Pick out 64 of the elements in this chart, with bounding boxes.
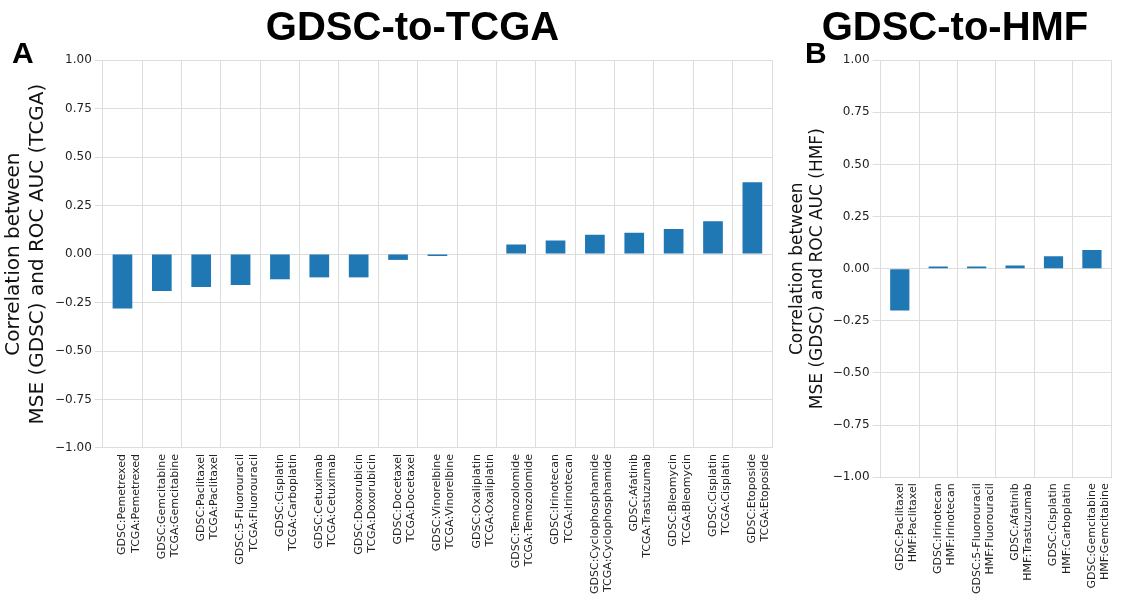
- bar: [545, 240, 566, 254]
- x-tick-label: GDSC:Afatinib HMF:Trastuzumab: [1007, 483, 1035, 581]
- bar: [890, 269, 910, 311]
- x-tick-label: GDSC:Cyclophosphamide TCGA:Cyclophosphamide: [587, 453, 614, 595]
- x-tick-label: GDSC:Docetaxel TCGA:Docetaxel: [390, 453, 418, 545]
- x-tick-label: GDSC:Temozolomide TCGA:Temozolomide: [509, 453, 536, 569]
- y-tick-label: −0.25: [54, 294, 92, 309]
- y-tick-label: 0.00: [842, 260, 870, 275]
- y-tick-label: 0.25: [842, 208, 870, 223]
- x-tick-label: GDSC:Cetuximab TCGA:Cetuximab: [312, 453, 339, 550]
- y-tick-label: −0.25: [832, 312, 870, 327]
- y-tick-label: −1.00: [54, 440, 92, 455]
- bar: [309, 254, 330, 278]
- x-tick-label: GDSC:Paclitaxel HMF:Paclitaxel: [892, 483, 919, 571]
- y-tick-label: 0.00: [65, 246, 92, 261]
- y-tick-label: 0.75: [842, 104, 870, 119]
- bar: [703, 221, 723, 254]
- x-tick-label: GDSC:5-Fluorouracil TCGA:Fluorouracil: [233, 453, 260, 565]
- x-tick-label: GDSC:Pemetrexed TCGA:Pemetrexed: [115, 453, 142, 555]
- y-axis-title: Correlation between MSE (GDSC) and ROC AUC (TCGA): [0, 83, 49, 425]
- x-tick-label: GDSC:Irinotecan HMF:Irinotecan: [931, 483, 958, 574]
- y-tick-label: −0.50: [54, 343, 92, 358]
- bar: [191, 254, 212, 288]
- bar: [388, 254, 408, 260]
- text: B: [805, 36, 827, 70]
- bar: [348, 254, 369, 278]
- x-tick-label: GDSC:Oxaliplatin TCGA:Oxaliplatin: [469, 453, 496, 549]
- y-tick-label: 0.25: [65, 197, 92, 212]
- bar: [270, 254, 290, 280]
- y-axis-title: Correlation between MSE (GDSC) and ROC AUC (HMF): [785, 128, 827, 410]
- text: A: [12, 36, 34, 70]
- y-tick-label: −0.75: [54, 391, 92, 406]
- x-tick-label: GDSC:Irinotecan TCGA:Irinotecan: [548, 453, 575, 545]
- bar: [1082, 249, 1102, 269]
- bar: [151, 254, 172, 291]
- x-tick-label: GDSC:Bleomycin TCGA:Bleomycin: [666, 453, 693, 547]
- x-tick-label: GDSC:Vinorelbine TCGA:Vinorelbine: [430, 453, 457, 552]
- y-tick-label: −0.75: [832, 417, 870, 432]
- x-tick-label: GDSC:Paclitaxel TCGA:Paclitaxel: [194, 453, 221, 542]
- bar: [663, 228, 684, 254]
- bar: [230, 254, 251, 286]
- y-tick-label: 1.00: [65, 52, 92, 67]
- bar: [585, 234, 605, 254]
- x-tick-label: GDSC:Cisplatin TCGA:Carboplatin: [272, 453, 299, 553]
- x-tick-label: GDSC:Doxorubicin TCGA:Doxorubicin: [351, 453, 378, 555]
- chart-title: GDSC-to-TCGA: [264, 4, 561, 49]
- y-tick-label: 0.75: [65, 100, 92, 115]
- x-tick-label: GDSC:Gemcitabine TCGA:Gemcitabine: [154, 453, 181, 560]
- x-tick-label: GDSC:Afatinib TCGA:Trastuzumab: [627, 453, 654, 559]
- bar: [112, 254, 133, 309]
- y-tick-label: 0.50: [65, 149, 92, 164]
- y-tick-label: −0.50: [832, 365, 870, 380]
- bar: [506, 244, 526, 254]
- bar: [742, 182, 763, 254]
- x-tick-label: GDSC:Gemcitabine HMF:Gemcitabine: [1084, 482, 1111, 589]
- bar: [1043, 256, 1064, 269]
- x-tick-label: GDSC:Cisplatin TCGA:Cisplatin: [705, 453, 733, 537]
- bar: [624, 232, 645, 254]
- y-tick-label: −1.00: [832, 469, 870, 484]
- y-tick-label: 1.00: [842, 52, 870, 67]
- y-tick-label: 0.50: [842, 156, 870, 171]
- x-tick-label: GDSC:Cisplatin HMF:Carboplatin: [1046, 483, 1073, 574]
- x-tick-label: GDSC:Etoposide TCGA:Etoposide: [745, 453, 772, 544]
- x-tick-label: GDSC:5-Fluorouracil HMF:Fluorouracil: [969, 483, 996, 595]
